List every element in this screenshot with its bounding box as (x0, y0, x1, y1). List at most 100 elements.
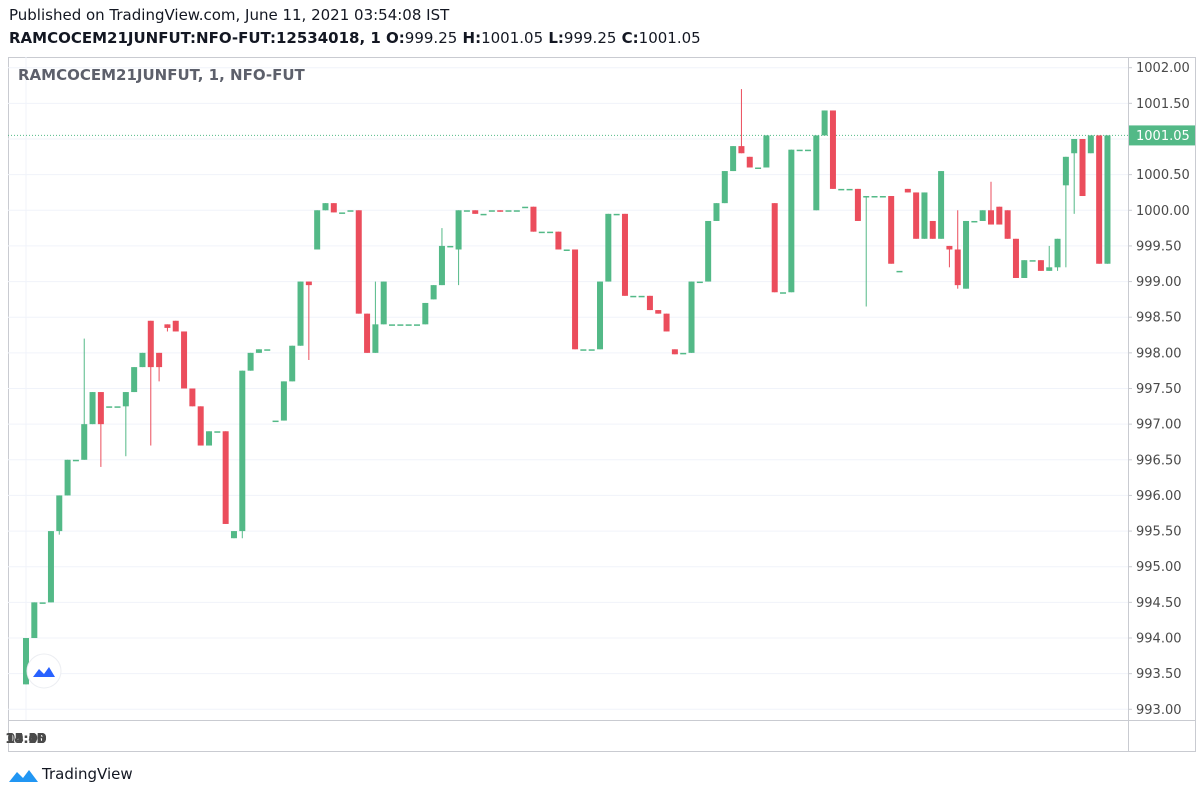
candle-body (505, 210, 512, 212)
candle-body (879, 196, 886, 198)
candle-body (139, 352, 146, 368)
ohlc: O:999.25 H:1001.05 L:999.25 C:1001.05 (381, 29, 701, 47)
x-tick-label: 13:45 (7, 732, 44, 747)
candle-body (272, 420, 279, 423)
y-tick-label: 1000.50 (1136, 168, 1190, 183)
ohlc-value: 1001.05 (481, 29, 544, 47)
y-tick-label: 994.00 (1136, 632, 1182, 647)
candle-body (605, 213, 612, 282)
candle-body (721, 171, 728, 204)
candle-body (838, 188, 845, 191)
candle-body (705, 220, 712, 282)
y-tick-label: 994.50 (1136, 596, 1182, 611)
brand: TradingView (42, 765, 133, 783)
y-tick-label: 1000.00 (1136, 204, 1190, 219)
candle-body (264, 349, 271, 351)
candle-body (530, 206, 537, 232)
frame (8, 57, 1196, 752)
candle-body (164, 324, 171, 328)
candle-body (621, 213, 628, 296)
candle-body (979, 210, 986, 221)
y-tick-label: 996.00 (1136, 489, 1182, 504)
candle-body (222, 431, 229, 524)
candle-body (696, 281, 703, 284)
candle-body (389, 324, 396, 326)
candle-body (39, 602, 46, 604)
candle-body (422, 302, 429, 325)
candle-body (280, 381, 287, 421)
candle-body (114, 406, 121, 408)
candle-body (322, 203, 329, 211)
candle-body (896, 270, 903, 273)
candle-body (513, 210, 520, 212)
candle-body (305, 281, 312, 286)
footer-logo (9, 770, 38, 782)
y-tick-label: 998.50 (1136, 311, 1182, 326)
candle-body (988, 210, 995, 225)
candle-body (771, 203, 778, 293)
candle-body (106, 406, 113, 408)
candle-body (131, 367, 138, 393)
candle-body (230, 531, 237, 539)
last-price-tag (1129, 125, 1195, 146)
ohlc-value: 999.25 (563, 29, 617, 47)
candle-body (804, 149, 811, 152)
symbol-line: RAMCOCEM21JUNFUT:NFO-FUT:12534018, 1 O:9… (9, 29, 701, 47)
candle-body (780, 292, 787, 294)
candle-body (938, 171, 945, 239)
y-tick-label: 998.00 (1136, 346, 1182, 361)
candle-body (364, 313, 371, 353)
candle-body (488, 210, 495, 212)
ohlc-label: C: (621, 29, 639, 47)
candle-body (921, 192, 928, 239)
candle-body (1037, 260, 1044, 271)
candle-body (821, 110, 828, 136)
candle-body (863, 196, 870, 198)
candle-body (563, 249, 570, 251)
candle-body (1096, 135, 1103, 264)
x-tick-label: 15:15 (7, 732, 44, 747)
x-tick-label: 14:30 (7, 732, 44, 747)
candle-body (813, 135, 820, 211)
candle-body (796, 149, 803, 152)
candle-body (904, 188, 911, 193)
candle-body (214, 431, 221, 433)
candle-body (455, 210, 462, 250)
candle-body (413, 324, 420, 326)
candle-body (463, 210, 470, 212)
candle-body (1071, 138, 1078, 154)
candle-body (206, 431, 213, 446)
y-tick-label: 1001.50 (1136, 97, 1190, 112)
candle-body (555, 231, 562, 250)
candle-body (854, 188, 861, 221)
candle-body (314, 210, 321, 250)
candle-body (996, 206, 1003, 225)
candle-body (239, 370, 246, 532)
candle-body (613, 213, 620, 216)
candle-body (64, 459, 71, 496)
x-tick-label: 13:30 (7, 732, 44, 747)
y-tick-label: 999.50 (1136, 239, 1182, 254)
ohlc-value: 1001.05 (638, 29, 701, 47)
x-tick-label: 09:15 (7, 732, 44, 747)
candle-body (189, 388, 196, 407)
candle-body (588, 349, 595, 351)
candle-body (638, 295, 645, 298)
y-tick-label: 993.00 (1136, 703, 1182, 718)
x-tick-label: 14:15 (7, 732, 44, 747)
candle-body (572, 249, 579, 350)
x-tick-label: 15:00 (5, 732, 46, 747)
candle-body (646, 295, 653, 311)
y-tick-label: 996.50 (1136, 453, 1182, 468)
chart-title: RAMCOCEM21JUNFUT, 1, NFO-FUT (18, 66, 305, 84)
candle-body (738, 146, 745, 154)
y-tick-label: 993.50 (1136, 667, 1182, 682)
y-tick-label: 995.50 (1136, 525, 1182, 540)
candle-body (497, 210, 504, 212)
ohlc-label: H: (462, 29, 482, 47)
candle-body (680, 352, 687, 355)
candle-body (181, 331, 188, 389)
candle-body (438, 245, 445, 286)
candle-body (954, 249, 961, 286)
